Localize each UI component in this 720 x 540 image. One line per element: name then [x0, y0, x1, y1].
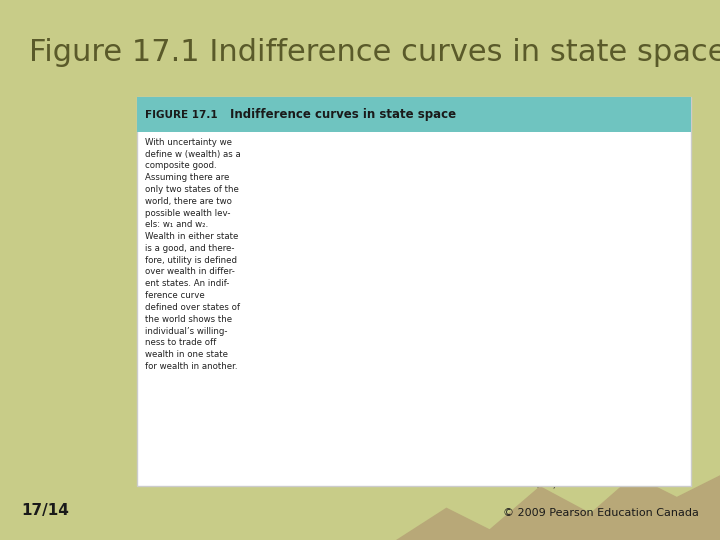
- Text: © 2009 Pearson Education Canada: © 2009 Pearson Education Canada: [503, 508, 698, 518]
- Text: 45°: 45°: [554, 230, 573, 240]
- Text: Wealth in state 2 (w₂): Wealth in state 2 (w₂): [298, 244, 308, 356]
- Text: 17/14: 17/14: [22, 503, 69, 518]
- Text: Figure 17.1 Indifference curves in state space: Figure 17.1 Indifference curves in state…: [29, 38, 720, 67]
- Text: FIGURE 17.1: FIGURE 17.1: [145, 110, 218, 120]
- Text: Wealth in state 1 (w₁): Wealth in state 1 (w₁): [444, 478, 557, 488]
- Text: With uncertainty we
define w (wealth) as a
composite good.
Assuming there are
on: With uncertainty we define w (wealth) as…: [145, 138, 241, 371]
- Text: Indifference curves in state space: Indifference curves in state space: [230, 108, 456, 122]
- Text: $\frac{q}{1-q}$: $\frac{q}{1-q}$: [495, 319, 519, 342]
- Text: u⁰: u⁰: [631, 362, 643, 372]
- Text: 0: 0: [310, 464, 318, 474]
